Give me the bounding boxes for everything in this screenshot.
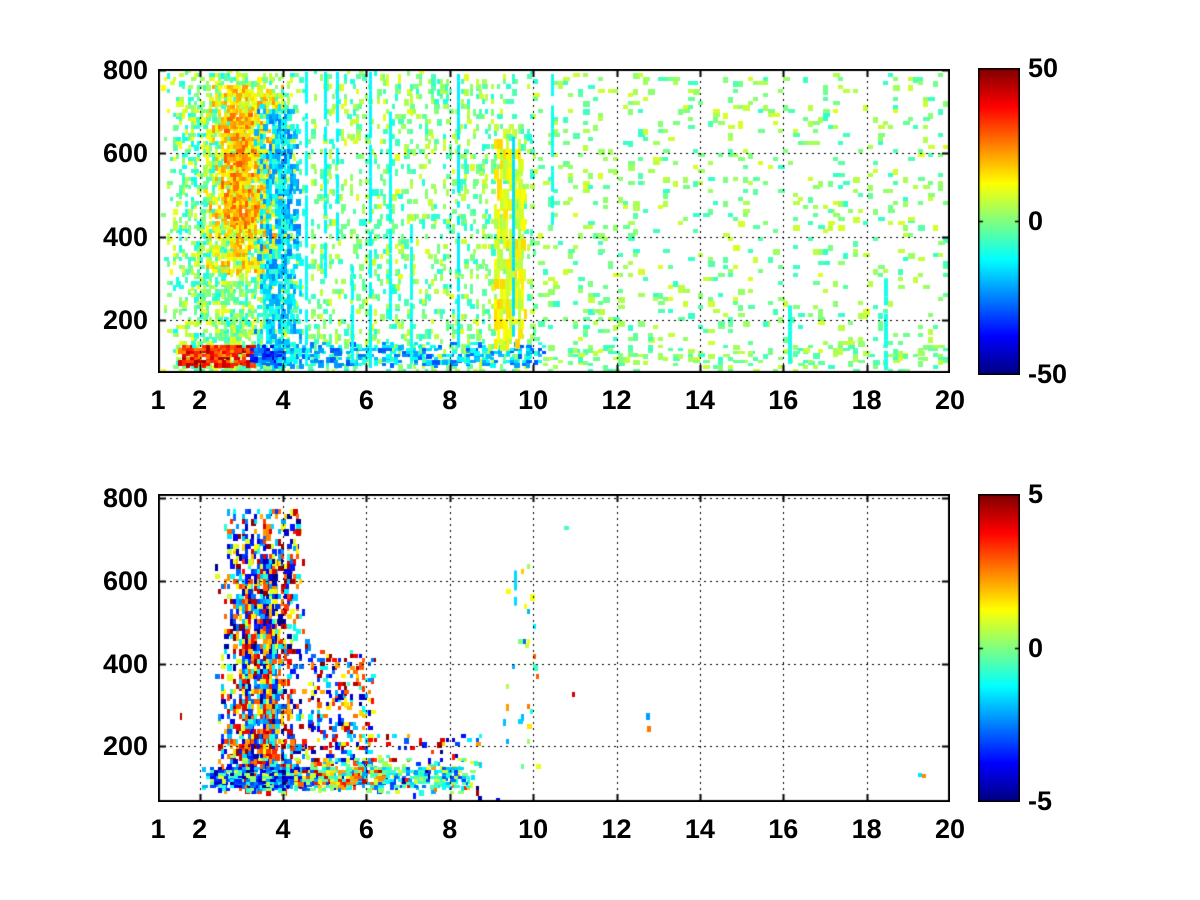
- top-x-tick-label: 16: [768, 385, 799, 415]
- bottom-x-tick-label: 12: [601, 814, 632, 844]
- top-y-tick-label: 200: [102, 305, 148, 336]
- bottom-colorbar-tick-label: 5: [1028, 479, 1044, 509]
- bottom-x-tick-label: 20: [934, 814, 966, 844]
- bottom-colorbar-tick-label: 0: [1028, 632, 1044, 663]
- bottom-x-tick-label: 2: [192, 814, 208, 844]
- top-x-tick-label: 4: [275, 385, 291, 415]
- top-x-tick-label: 10: [518, 385, 549, 415]
- bottom-x-tick-label: 10: [518, 814, 549, 844]
- bottom-x-tick-label: 16: [768, 814, 799, 844]
- top-x-tick-label: 8: [442, 385, 458, 415]
- bottom-y-tick-label: 600: [102, 565, 148, 596]
- top-y-tick-label: 800: [102, 54, 148, 85]
- bottom-x-tick-label: 4: [275, 814, 291, 844]
- bottom-colorbar-canvas: [978, 494, 1020, 802]
- bottom-y-tick-label: 400: [102, 648, 148, 679]
- top-colorbar-tick-label: 50: [1028, 53, 1059, 83]
- top-heatmap-canvas: [158, 69, 950, 373]
- bottom-x-tick-label: 18: [851, 814, 882, 844]
- top-colorbar-tick-label: -50: [1028, 359, 1068, 389]
- top-x-tick-label: 18: [851, 385, 882, 415]
- bottom-x-tick-label: 8: [442, 814, 458, 844]
- bottom-y-tick-label: 800: [102, 483, 148, 514]
- top-y-tick-label: 600: [102, 138, 148, 169]
- top-x-tick-label: 12: [601, 385, 632, 415]
- top-colorbar-canvas: [978, 68, 1020, 375]
- bottom-y-tick-label: 200: [102, 731, 148, 762]
- bottom-x-tick-label: 14: [684, 814, 715, 844]
- bottom-heatmap-canvas: [158, 494, 950, 802]
- bottom-x-tick-label: 6: [358, 814, 374, 844]
- top-x-tick-label: 1: [150, 385, 166, 415]
- top-x-tick-label: 14: [684, 385, 715, 415]
- top-x-tick-label: 20: [934, 385, 966, 415]
- top-x-tick-label: 6: [358, 385, 374, 415]
- top-y-tick-label: 400: [102, 221, 148, 252]
- bottom-x-tick-label: 1: [150, 814, 166, 844]
- bottom-colorbar-tick-label: -5: [1028, 786, 1053, 816]
- top-x-tick-label: 2: [192, 385, 208, 415]
- top-colorbar-tick-label: 0: [1028, 206, 1044, 236]
